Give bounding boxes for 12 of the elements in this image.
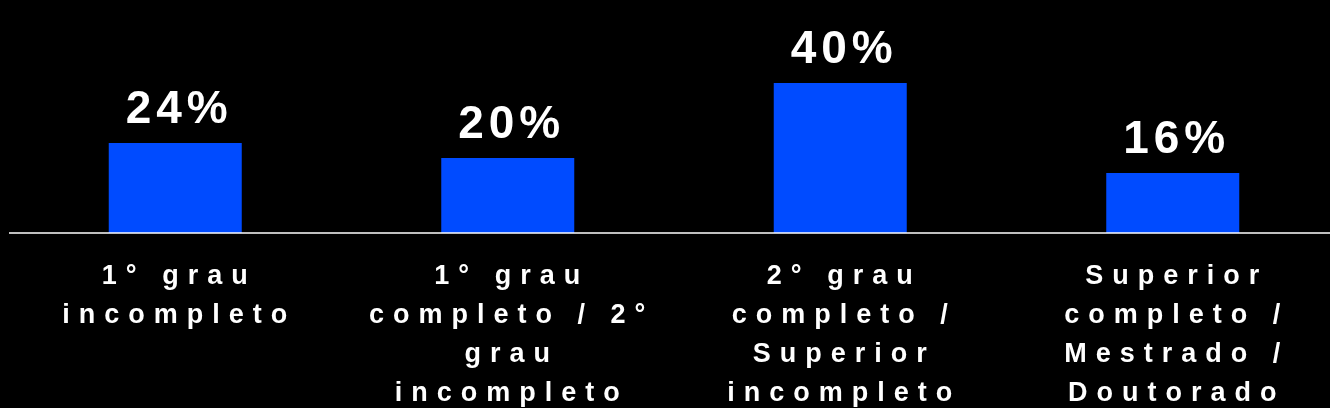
x-tick-label: 2° grau completo / Superior incompleto bbox=[727, 260, 962, 407]
x-tick-label: 1° grau completo / 2° grau incompleto bbox=[369, 260, 655, 407]
bar bbox=[441, 158, 575, 233]
data-label: 20% bbox=[458, 96, 566, 148]
bar bbox=[1106, 173, 1240, 233]
x-tick-label: 1° grau incompleto bbox=[62, 260, 297, 329]
data-label: 40% bbox=[790, 21, 898, 73]
bar bbox=[108, 143, 242, 233]
bar bbox=[773, 83, 907, 233]
data-label: 24% bbox=[125, 81, 233, 133]
data-label: 16% bbox=[1123, 111, 1231, 163]
x-tick-label: Superior completo / Mestrado / Doutorado bbox=[1064, 260, 1290, 407]
